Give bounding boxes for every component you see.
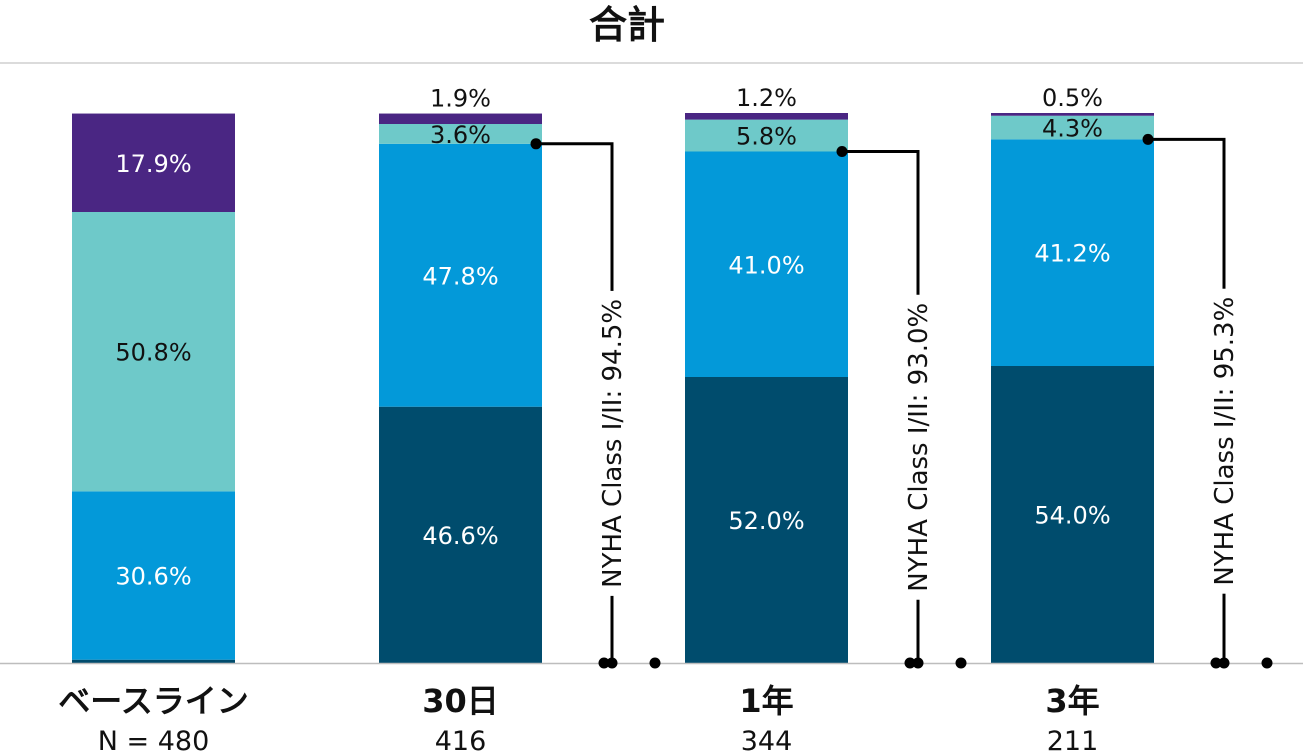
annotation-background: [596, 290, 628, 596]
bracket-endpoint-dot: [649, 657, 661, 669]
nyha-annotation-label: NYHA Class I/II: 94.5%: [598, 299, 628, 588]
segment-value-label: 46.6%: [422, 522, 498, 550]
bar-segment: [72, 491, 235, 660]
bar-segment: [379, 124, 542, 144]
bracket-endpoint-dot: [904, 657, 916, 669]
segment-value-label: 50.8%: [115, 339, 191, 367]
bar-segment: [685, 119, 848, 152]
bar-segment: [685, 113, 848, 120]
segment-value-label: 4.3%: [1042, 115, 1103, 143]
bracket-endpoint-dot: [1261, 657, 1273, 669]
bracket-endpoint-dot: [606, 657, 618, 669]
segment-value-label: 47.8%: [422, 262, 498, 290]
segment-value-label: 1.2%: [736, 84, 797, 112]
bar-segment: [72, 659, 235, 663]
segment-value-label: 17.9%: [115, 150, 191, 178]
category-label: 3年: [1045, 682, 1099, 720]
bracket-endpoint-dot: [955, 657, 967, 669]
category-label: ベースライン: [58, 682, 248, 720]
bar-segment: [72, 113, 235, 212]
bracket-endpoint-dot: [912, 657, 924, 669]
bar-segment: [379, 143, 542, 407]
segment-value-label: 30.6%: [115, 563, 191, 591]
chart-title: 合計: [589, 3, 665, 47]
bar-segment: [72, 212, 235, 492]
nyha-annotation: NYHA Class I/II: 93.0%: [902, 294, 934, 600]
segment-value-label: 1.9%: [430, 85, 491, 113]
annotation-layer: NYHA Class I/II: 94.5% NYHA Class I/II: 9…: [530, 133, 1273, 669]
sample-size-label: 211: [1047, 726, 1099, 753]
category-label: 1年: [739, 682, 793, 720]
segment-value-label: 3.6%: [430, 121, 491, 149]
nyha-annotation-label: NYHA Class I/II: 95.3%: [1210, 297, 1240, 586]
segment-value-label: 5.8%: [736, 123, 797, 151]
bars-layer: 0.6%30.6%50.8%17.9%46.6%47.8%3.6%1.9%52.…: [72, 84, 1154, 665]
annotation-background: [1208, 288, 1240, 594]
bar-segment: [991, 115, 1154, 140]
segment-value-label: 41.2%: [1034, 240, 1110, 268]
sample-size-label: 344: [741, 726, 793, 753]
segment-value-label: 54.0%: [1034, 502, 1110, 530]
bar-segment: [379, 113, 542, 124]
category-label: 30日: [422, 682, 499, 720]
bar-segment: [685, 151, 848, 377]
segment-value-label: 41.0%: [728, 251, 804, 279]
bar-segment: [685, 377, 848, 663]
nyha-annotation: NYHA Class I/II: 95.3%: [1208, 288, 1240, 594]
segment-value-label: 0.5%: [1042, 84, 1103, 112]
annotation-background: [902, 294, 934, 600]
category-labels-layer: ベースライン N = 480 30日 416 1年 344 3年 211: [58, 682, 1099, 753]
bar-segment: [379, 406, 542, 663]
bracket-endpoint-dot: [1218, 657, 1230, 669]
bar-segment: [991, 113, 1154, 116]
bracket-endpoint-dot: [598, 657, 610, 669]
nyha-annotation: NYHA Class I/II: 94.5%: [596, 290, 628, 596]
bar-segment: [991, 366, 1154, 663]
sample-size-label: 416: [435, 726, 487, 753]
nyha-annotation-label: NYHA Class I/II: 93.0%: [904, 303, 934, 592]
bracket-endpoint-dot: [1210, 657, 1222, 669]
segment-value-label: 52.0%: [728, 507, 804, 535]
bar-segment: [991, 139, 1154, 366]
sample-size-label: N = 480: [98, 726, 210, 753]
